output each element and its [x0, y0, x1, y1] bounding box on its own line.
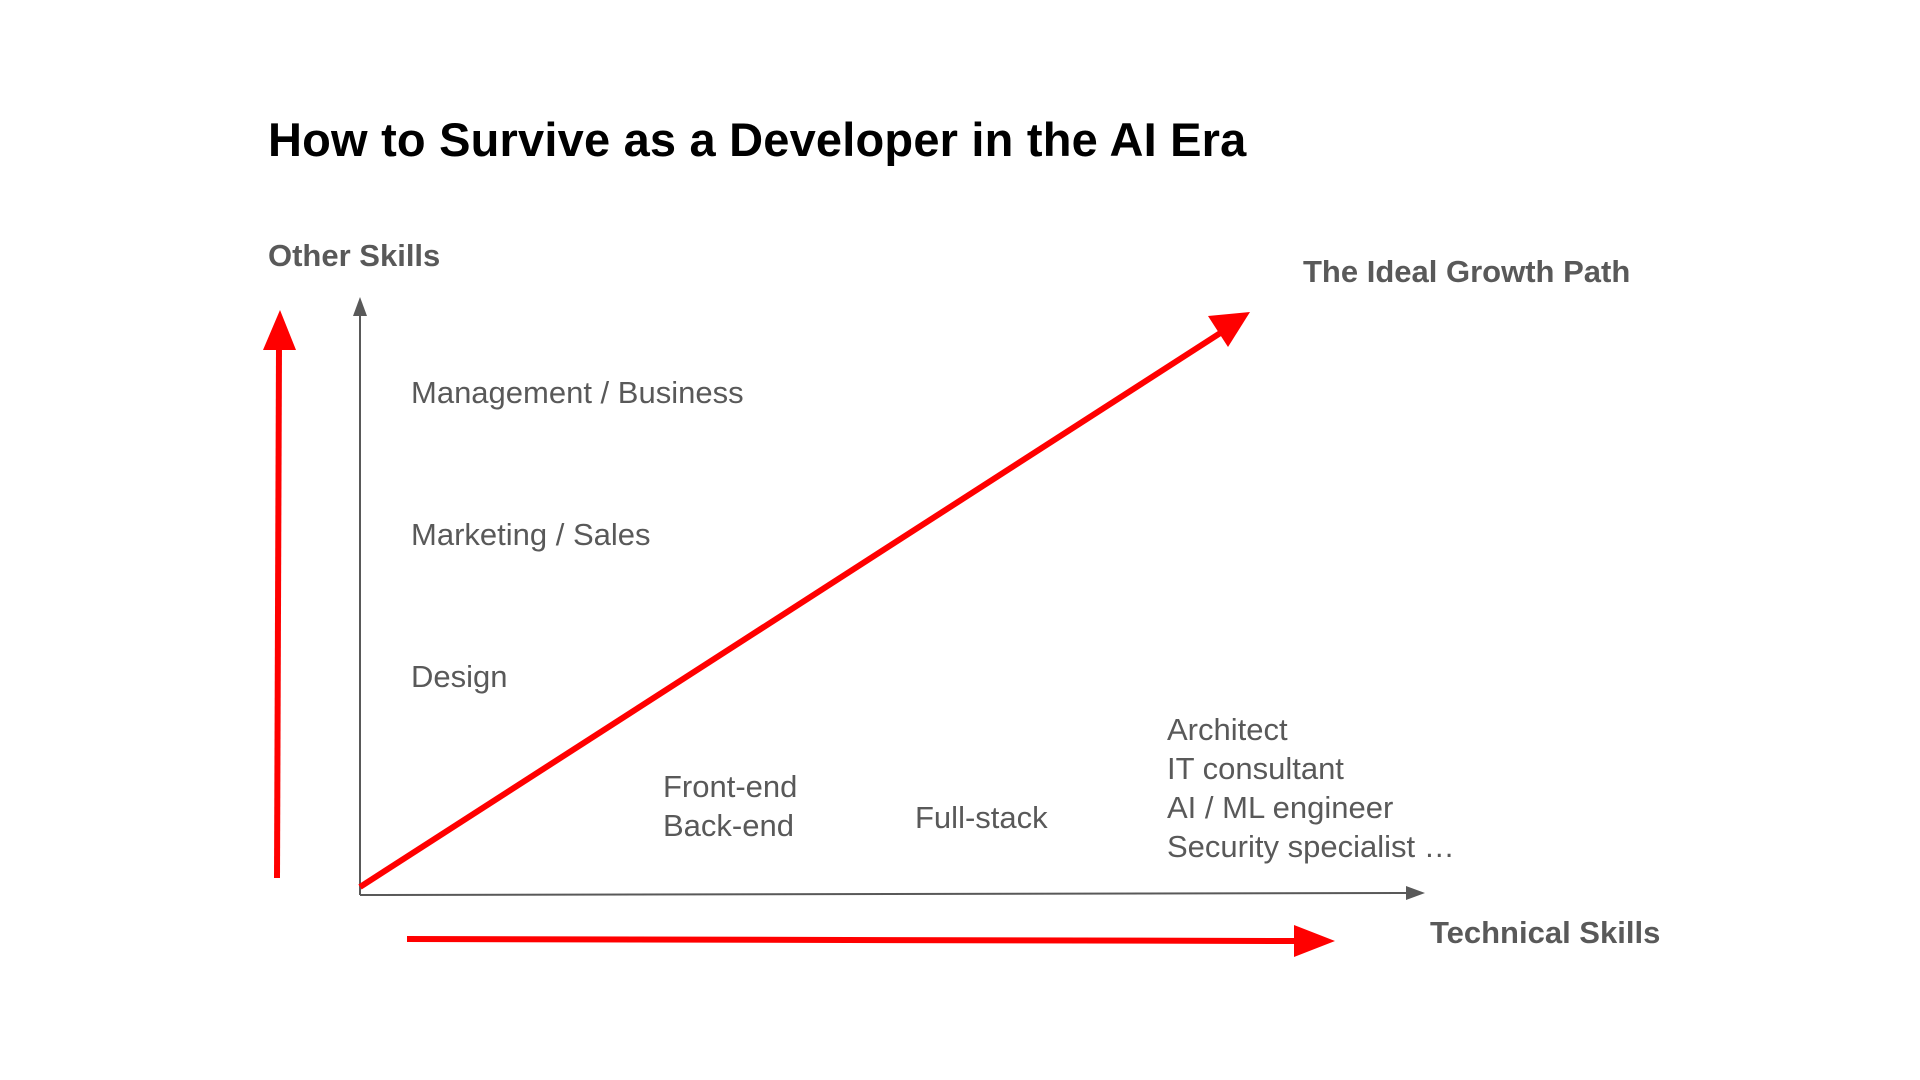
- role-security-specialist: Security specialist …: [1167, 829, 1455, 864]
- axes: [353, 297, 1425, 900]
- skill-management-business: Management / Business: [411, 375, 744, 410]
- other-skills-arrow: [263, 310, 296, 879]
- ideal-path-label: The Ideal Growth Path: [1303, 254, 1631, 289]
- role-front-end: Front-end: [663, 769, 798, 804]
- skill-marketing-sales: Marketing / Sales: [411, 517, 651, 552]
- technical-skills-arrow: [406, 925, 1335, 957]
- x-axis-label: Technical Skills: [1430, 915, 1661, 950]
- role-it-consultant: IT consultant: [1167, 751, 1344, 786]
- role-architect: Architect: [1167, 712, 1288, 747]
- y-axis-label: Other Skills: [268, 238, 441, 273]
- role-group-front-back: Front-end Back-end: [663, 767, 797, 845]
- page-title: How to Survive as a Developer in the AI …: [268, 113, 1247, 166]
- x-axis-line: [359, 892, 1413, 896]
- role-group-advanced: Architect IT consultant AI / ML engineer…: [1167, 710, 1455, 866]
- role-ai-ml-engineer: AI / ML engineer: [1167, 790, 1394, 825]
- ideal-growth-path-arrow: [358, 312, 1250, 890]
- y-axis-arrowhead: [353, 297, 367, 316]
- role-back-end: Back-end: [663, 808, 794, 843]
- technical-skills-arrowhead: [1294, 925, 1335, 957]
- role-full-stack: Full-stack: [915, 800, 1048, 835]
- other-skills-arrowhead: [263, 310, 296, 350]
- skill-design: Design: [411, 659, 508, 694]
- x-axis-arrowhead: [1406, 886, 1425, 900]
- ideal-growth-path-arrowhead: [1208, 312, 1250, 347]
